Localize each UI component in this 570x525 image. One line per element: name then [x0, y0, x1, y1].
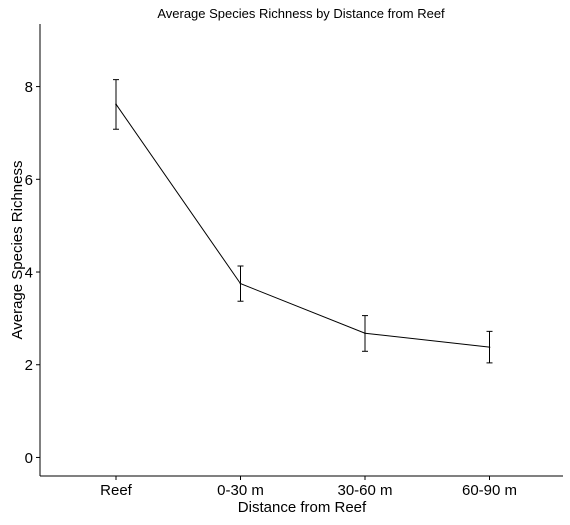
y-tick-label: 0	[25, 450, 33, 467]
y-axis-title: Average Species Richness	[9, 161, 26, 340]
x-tick-label: Reef	[100, 482, 133, 499]
y-tick-label: 6	[25, 172, 33, 189]
x-tick-label: 0-30 m	[217, 482, 264, 499]
x-tick-label: 30-60 m	[337, 482, 392, 499]
data-point	[488, 346, 491, 348]
y-tick-label: 4	[25, 265, 33, 282]
chart-title: Average Species Richness by Distance fro…	[157, 6, 445, 21]
data-point	[239, 282, 242, 285]
y-tick-label: 8	[25, 79, 33, 96]
y-ticks: 0 2 4 6 8	[25, 79, 40, 467]
series-line	[115, 103, 490, 348]
series-group	[113, 79, 493, 364]
x-axis-title: Distance from Reef	[238, 499, 367, 516]
x-tick-label: 60-90 m	[462, 482, 517, 499]
data-point	[364, 332, 366, 335]
y-tick-label: 2	[25, 357, 33, 374]
data-point	[115, 103, 117, 106]
x-ticks: Reef 0-30 m 30-60 m 60-90 m	[100, 476, 517, 499]
